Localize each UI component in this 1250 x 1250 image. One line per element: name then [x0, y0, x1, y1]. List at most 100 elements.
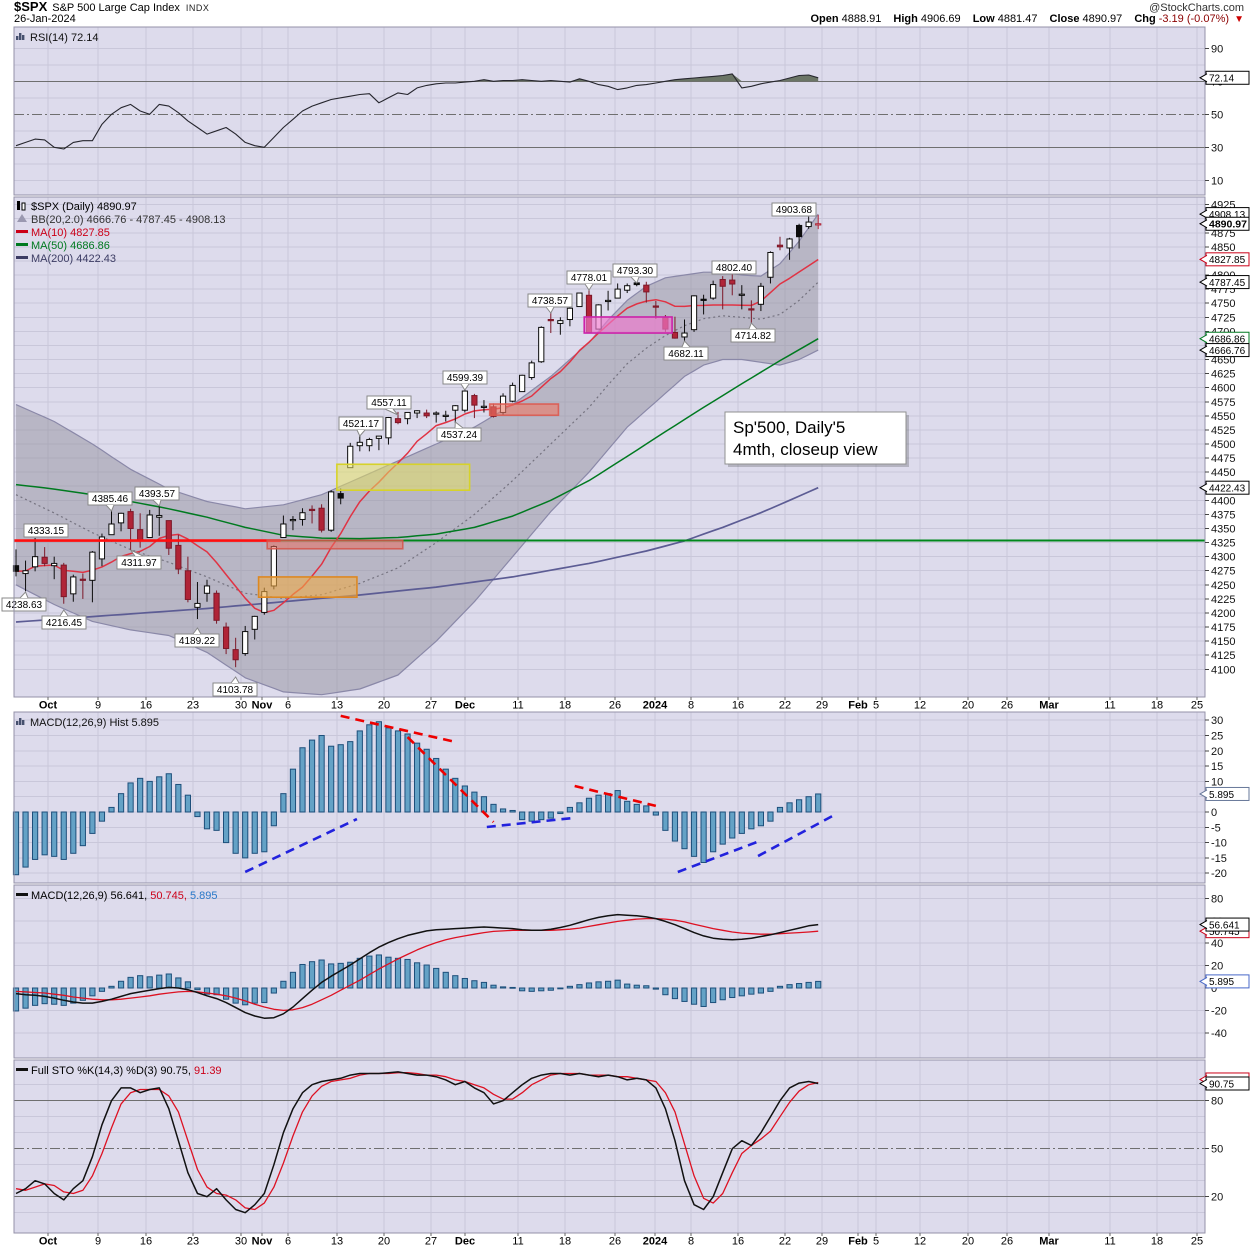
price-callout [771, 202, 817, 217]
open-value: 4888.91 [841, 13, 882, 25]
svg-text:-5: -5 [1211, 822, 1221, 834]
svg-text:Nov: Nov [252, 1236, 274, 1248]
svg-text:4350: 4350 [1211, 523, 1235, 535]
sto-k-line [15, 1071, 819, 1214]
svg-text:18: 18 [1151, 1236, 1163, 1248]
chg-label: Chg [1134, 13, 1156, 25]
svg-text:29: 29 [816, 700, 828, 712]
ma-dash-icon [16, 230, 28, 233]
svg-text:26: 26 [1001, 700, 1013, 712]
rsi-panel [13, 26, 1206, 196]
chart-header: $SPX S&P 500 Large Cap Index INDX @StockCh… [0, 0, 1250, 27]
svg-text:Dec: Dec [455, 1236, 475, 1248]
right-scale: 4100 4125 4150 4175 4200 4225 4250 4275 4300 4325… [1198, 43, 1250, 1204]
svg-text:16: 16 [140, 1236, 152, 1248]
sto-panel [13, 1059, 1206, 1234]
red-trendline [340, 714, 456, 744]
svg-text:4827.85: 4827.85 [1209, 255, 1246, 266]
svg-text:8: 8 [688, 1236, 694, 1248]
svg-text:40: 40 [1211, 938, 1223, 950]
price-panel: 4333.15 4385.46 4393.57 4311.97 4238.634216.… [1, 196, 1206, 698]
svg-text:20: 20 [962, 1236, 974, 1248]
magenta-zone [583, 316, 673, 334]
svg-text:10: 10 [1211, 776, 1223, 788]
x-axis: Oct Oct 9 9 16 16 23 23 30 30 Nov Nov 6 6 13 13 20 20 27 27… [39, 697, 1203, 1248]
orange-zone [257, 576, 358, 599]
panel-legends: RSI(14) 72.14 $SPX (Daily) 4890.97BB(20,2… [16, 32, 225, 1077]
svg-text:4375: 4375 [1211, 509, 1235, 521]
svg-text:12: 12 [914, 1236, 926, 1248]
svg-text:-40: -40 [1211, 1028, 1227, 1040]
svg-text:4666.76: 4666.76 [1209, 346, 1246, 357]
mini-bars-icon [16, 36, 19, 40]
svg-text:4575: 4575 [1211, 397, 1235, 409]
svg-text:4400: 4400 [1211, 495, 1235, 507]
stockcharts-credit[interactable]: @StockCharts.com [1149, 2, 1244, 14]
svg-text:9: 9 [95, 1236, 101, 1248]
rsi-line [15, 73, 819, 150]
svg-text:22: 22 [779, 700, 791, 712]
svg-text:13: 13 [331, 700, 343, 712]
macd-dash-icon [16, 893, 28, 896]
svg-text:4599.39: 4599.39 [447, 373, 484, 384]
high-label: High [893, 13, 918, 25]
blue-trendline [244, 817, 358, 874]
ticker-symbol: $SPX [14, 0, 48, 14]
bollinger-lower [15, 349, 819, 696]
svg-text:25: 25 [1191, 1236, 1203, 1248]
svg-text:23: 23 [187, 1236, 199, 1248]
svg-text:Feb: Feb [848, 700, 868, 712]
svg-text:10: 10 [1211, 175, 1223, 187]
svg-text:4325: 4325 [1211, 538, 1235, 550]
ticker-block: $SPX S&P 500 Large Cap Index INDX [14, 0, 209, 15]
close-label: Close [1049, 13, 1080, 25]
svg-text:15: 15 [1211, 761, 1223, 773]
macd-series [12, 913, 822, 1019]
chart-date: 26-Jan-2024 [14, 13, 76, 25]
svg-text:4125: 4125 [1211, 650, 1235, 662]
svg-text:4393.57: 4393.57 [139, 489, 176, 500]
svg-text:16: 16 [140, 700, 152, 712]
svg-text:4250: 4250 [1211, 580, 1235, 592]
svg-text:4625: 4625 [1211, 369, 1235, 381]
svg-text:4908.13: 4908.13 [1209, 210, 1246, 221]
ma10-line [15, 258, 819, 614]
svg-text:6: 6 [285, 1236, 291, 1248]
hist-panel [12, 711, 1206, 884]
svg-text:4714.82: 4714.82 [735, 331, 772, 342]
svg-text:4216.45: 4216.45 [46, 618, 83, 629]
close-value: 4890.97 [1082, 13, 1123, 25]
svg-text:11: 11 [512, 700, 523, 712]
svg-text:27: 27 [425, 700, 437, 712]
svg-text:4311.97: 4311.97 [121, 558, 157, 569]
svg-text:4850: 4850 [1211, 242, 1235, 254]
svg-text:50: 50 [1211, 1144, 1223, 1156]
macd-line [15, 913, 819, 1019]
svg-text:4385.46: 4385.46 [92, 494, 129, 505]
mini-bars-icon [19, 33, 22, 40]
red-trendline [406, 736, 495, 824]
svg-text:80: 80 [1211, 893, 1223, 905]
svg-text:-20: -20 [1211, 868, 1227, 880]
svg-text:4738.57: 4738.57 [532, 296, 569, 307]
svg-text:90: 90 [1211, 43, 1223, 55]
price-callout [711, 260, 757, 275]
svg-text:4mth, closeup view: 4mth, closeup view [733, 440, 878, 459]
mini-bars-icon [22, 35, 25, 40]
svg-text:4750: 4750 [1211, 298, 1235, 310]
svg-text:4903.68: 4903.68 [776, 205, 813, 216]
svg-text:4521.17: 4521.17 [343, 419, 380, 430]
exchange-label: INDX [185, 3, 210, 13]
index-name: S&P 500 Large Cap Index [52, 2, 180, 14]
svg-text:5.895: 5.895 [1209, 790, 1234, 801]
svg-text:Dec: Dec [455, 700, 475, 712]
svg-text:Feb: Feb [848, 1236, 868, 1248]
salmon-zone-2 [488, 403, 560, 417]
svg-text:26: 26 [609, 1236, 621, 1248]
svg-text:Mar: Mar [1039, 1236, 1059, 1248]
svg-text:30: 30 [235, 700, 247, 712]
mini-candle-icon [17, 201, 20, 210]
svg-text:90.75: 90.75 [1209, 1079, 1234, 1090]
mini-bars-icon [19, 718, 22, 725]
svg-text:4500: 4500 [1211, 439, 1235, 451]
